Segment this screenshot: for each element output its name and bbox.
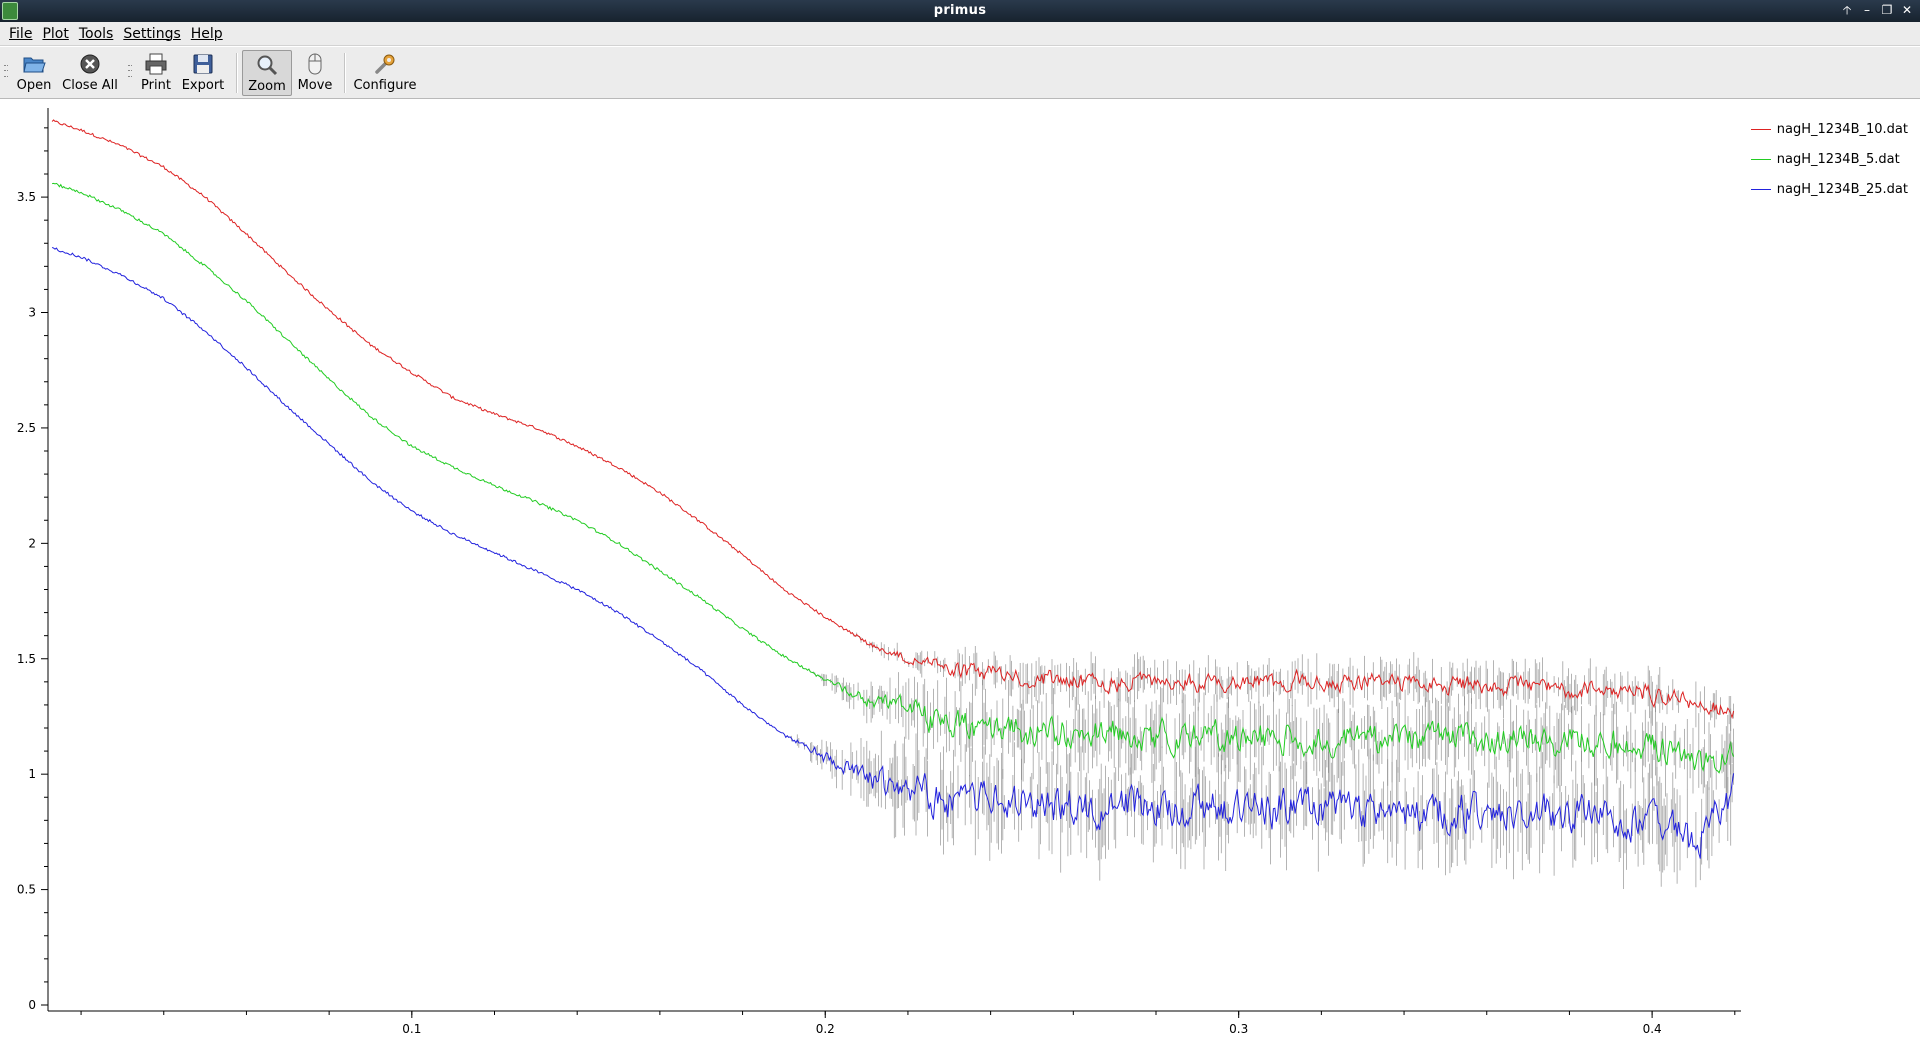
mouse-icon <box>308 53 322 75</box>
menu-file[interactable]: File <box>9 25 33 42</box>
plot-area[interactable]: 0 0.5 1 1.5 2 2.5 3 3.5 0.1 0.2 0.3 0.4 nagH_1234B_… <box>0 100 1920 1049</box>
series-line-1 <box>51 119 1735 720</box>
folder-open-icon <box>23 57 46 73</box>
minimize-icon[interactable]: – <box>1864 3 1870 17</box>
close-icon[interactable]: ✕ <box>1901 3 1913 17</box>
move-label: Move <box>297 78 333 93</box>
zoom-label: Zoom <box>248 79 286 94</box>
legend-label: nagH_1234B_10.dat <box>1776 121 1908 137</box>
x-tick-label: 0.4 <box>1643 1022 1662 1036</box>
window-title: primus <box>933 3 987 18</box>
toolbar-grip[interactable] <box>4 65 8 77</box>
y-tick-label: 2 <box>28 536 36 550</box>
x-tick-label: 0.2 <box>816 1022 835 1036</box>
legend-entry[interactable]: nagH_1234B_5.dat <box>1750 144 1908 174</box>
toolbar-grip-2[interactable] <box>128 65 132 77</box>
menubar: File Plot Tools Settings Help <box>0 22 1920 46</box>
x-tick-label: 0.3 <box>1229 1022 1248 1036</box>
plot-legend: nagH_1234B_10.dat nagH_1234B_5.dat nagH_12… <box>1750 114 1908 204</box>
move-button[interactable]: Move <box>296 50 334 96</box>
close-circle-icon <box>80 54 100 74</box>
window-titlebar: primus 🡡 – ❐ ✕ <box>0 0 1920 22</box>
print-label: Print <box>141 78 171 93</box>
series-line-2 <box>52 182 1735 774</box>
x-tick-label: 0.1 <box>402 1022 421 1036</box>
app-icon <box>2 2 18 20</box>
window-controls: 🡡 – ❐ ✕ <box>1838 2 1916 19</box>
close-all-label: Close All <box>62 78 118 93</box>
print-button[interactable]: Print <box>138 50 174 96</box>
series-line-3 <box>51 246 1735 859</box>
saxs-curve-plot[interactable]: 0 0.5 1 1.5 2 2.5 3 3.5 0.1 0.2 0.3 0.4 <box>0 100 1920 1049</box>
wrench-icon <box>375 54 395 74</box>
toolbar-separator-2 <box>344 53 346 93</box>
legend-swatch <box>1750 128 1771 130</box>
y-tick-label: 3.5 <box>17 190 36 204</box>
y-tick-label: 1.5 <box>17 652 36 666</box>
open-button[interactable]: Open <box>14 50 54 96</box>
toolbar-separator <box>236 53 238 93</box>
y-tick-label: 0.5 <box>17 883 36 897</box>
floppy-disk-icon <box>193 54 213 74</box>
legend-swatch <box>1750 158 1771 160</box>
menu-settings[interactable]: Settings <box>123 25 181 42</box>
y-tick-label: 0 <box>28 998 36 1012</box>
configure-label: Configure <box>353 78 417 93</box>
export-label: Export <box>181 78 225 93</box>
open-label: Open <box>16 78 52 93</box>
export-button[interactable]: Export <box>180 50 226 96</box>
legend-label: nagH_1234B_5.dat <box>1776 151 1900 167</box>
close-all-button[interactable]: Close All <box>60 50 120 96</box>
zoom-button[interactable]: Zoom <box>242 50 292 96</box>
legend-entry[interactable]: nagH_1234B_10.dat <box>1750 114 1908 144</box>
configure-button[interactable]: Configure <box>350 50 420 96</box>
maximize-icon[interactable]: ❐ <box>1881 3 1893 17</box>
toolbar: Open Close All Print Export Zoom <box>0 47 1920 99</box>
menu-tools[interactable]: Tools <box>78 25 114 42</box>
printer-icon <box>145 53 167 75</box>
keep-above-icon[interactable]: 🡡 <box>1842 3 1852 17</box>
legend-entry[interactable]: nagH_1234B_25.dat <box>1750 174 1908 204</box>
magnifier-icon <box>257 55 278 76</box>
menu-help[interactable]: Help <box>190 25 223 42</box>
menu-plot[interactable]: Plot <box>42 25 69 42</box>
y-tick-label: 3 <box>28 306 36 320</box>
legend-label: nagH_1234B_25.dat <box>1776 181 1908 197</box>
y-tick-label: 1 <box>28 767 36 781</box>
legend-swatch <box>1750 188 1771 190</box>
y-tick-label: 2.5 <box>17 421 36 435</box>
